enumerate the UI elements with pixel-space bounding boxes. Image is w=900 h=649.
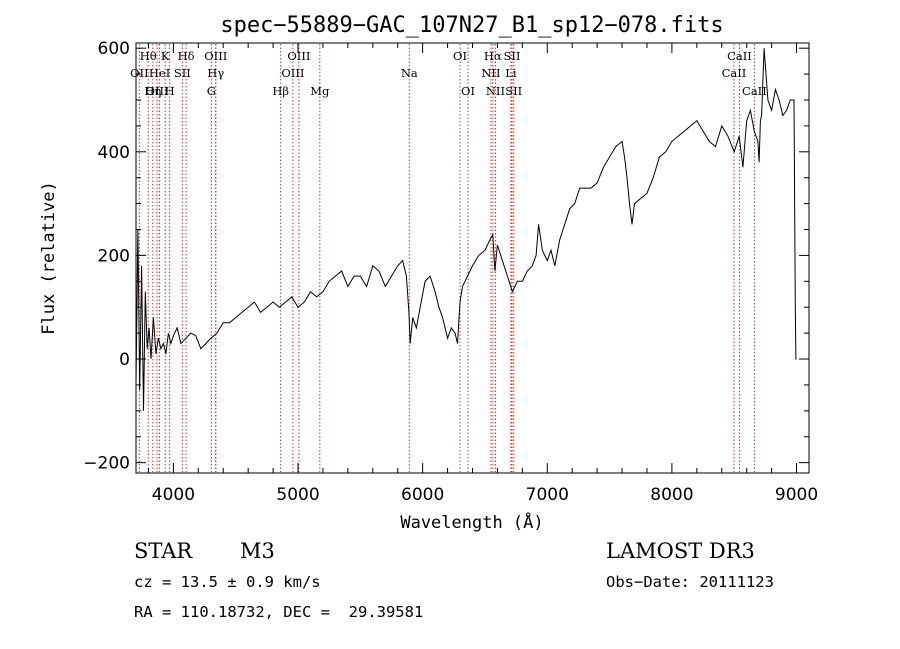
line-marker-label: OII (130, 66, 149, 80)
line-marker-label: OIII (287, 49, 310, 63)
axis-ticks (136, 43, 809, 473)
line-marker-label: HeI (149, 66, 170, 80)
redshift-readout: cz = 13.5 ± 0.9 km/s (134, 573, 321, 591)
y-axis-label: Flux (relative) (39, 181, 59, 335)
line-marker-label: NII (486, 84, 505, 98)
x-tick-label: 8000 (650, 485, 693, 505)
line-marker-label: OIII (281, 66, 304, 80)
chart-title: spec−55889−GAC_107N27_B1_sp12−078.fits (220, 13, 723, 38)
x-tick-label: 6000 (401, 485, 444, 505)
line-marker-label: CaII (742, 84, 767, 98)
y-tick-label: −200 (83, 454, 130, 474)
line-marker-label: SII (505, 84, 522, 98)
line-marker-label: CaII (722, 66, 747, 80)
line-marker-label: Mg (310, 84, 330, 98)
x-tick-label: 5000 (276, 485, 319, 505)
axis-tick-labels: 4000 5000 6000 7000 8000 9000 −200 0 200 400 600 (83, 39, 818, 505)
coordinates-readout: RA = 110.18732, DEC = 29.39581 (134, 603, 424, 621)
line-marker-layer (138, 44, 755, 472)
line-marker-label: K (161, 49, 170, 63)
object-subclass: M3 (240, 539, 275, 563)
spectrum-line (135, 48, 797, 411)
line-marker-label: Hθ (140, 49, 157, 63)
y-tick-label: 600 (98, 39, 130, 59)
line-marker-label: Hα (484, 49, 502, 63)
line-marker-label: Hη (144, 84, 161, 98)
line-marker-label: SII (504, 49, 521, 63)
plot-frame (135, 42, 810, 474)
x-tick-label: 7000 (526, 485, 569, 505)
line-marker-label: Na (401, 66, 418, 80)
line-marker-label: H (165, 84, 175, 98)
x-tick-label: 9000 (775, 485, 818, 505)
line-marker-label: OIII (146, 84, 169, 98)
x-axis-label: Wavelength (Å) (400, 511, 543, 533)
y-tick-label: 0 (119, 350, 130, 370)
line-marker-label: Hγ (207, 66, 224, 80)
line-marker-label: G (207, 84, 216, 98)
object-class: STAR (134, 539, 193, 563)
line-marker-label: Hβ (272, 84, 289, 98)
line-marker-label: CaII (727, 49, 752, 63)
y-tick-label: 400 (98, 143, 130, 163)
y-tick-label: 200 (98, 246, 130, 266)
observation-date: Obs−Date: 20111123 (606, 573, 774, 591)
x-tick-label: 4000 (152, 485, 195, 505)
line-marker-label: SII (174, 66, 191, 80)
line-marker-label: OIII (204, 49, 227, 63)
line-marker-label: OI (453, 49, 467, 63)
line-marker-label: Li (505, 66, 517, 80)
line-marker-label: NII (481, 66, 500, 80)
line-marker-label-layer: Hθ OII OIII HeI K Hη H SII Hδ OIII Hγ G Hβ OIII OIII Mg… (130, 49, 767, 98)
survey-name: LAMOST DR3 (606, 539, 755, 563)
line-marker-label: Hδ (178, 49, 195, 63)
line-marker-label: OI (461, 84, 475, 98)
